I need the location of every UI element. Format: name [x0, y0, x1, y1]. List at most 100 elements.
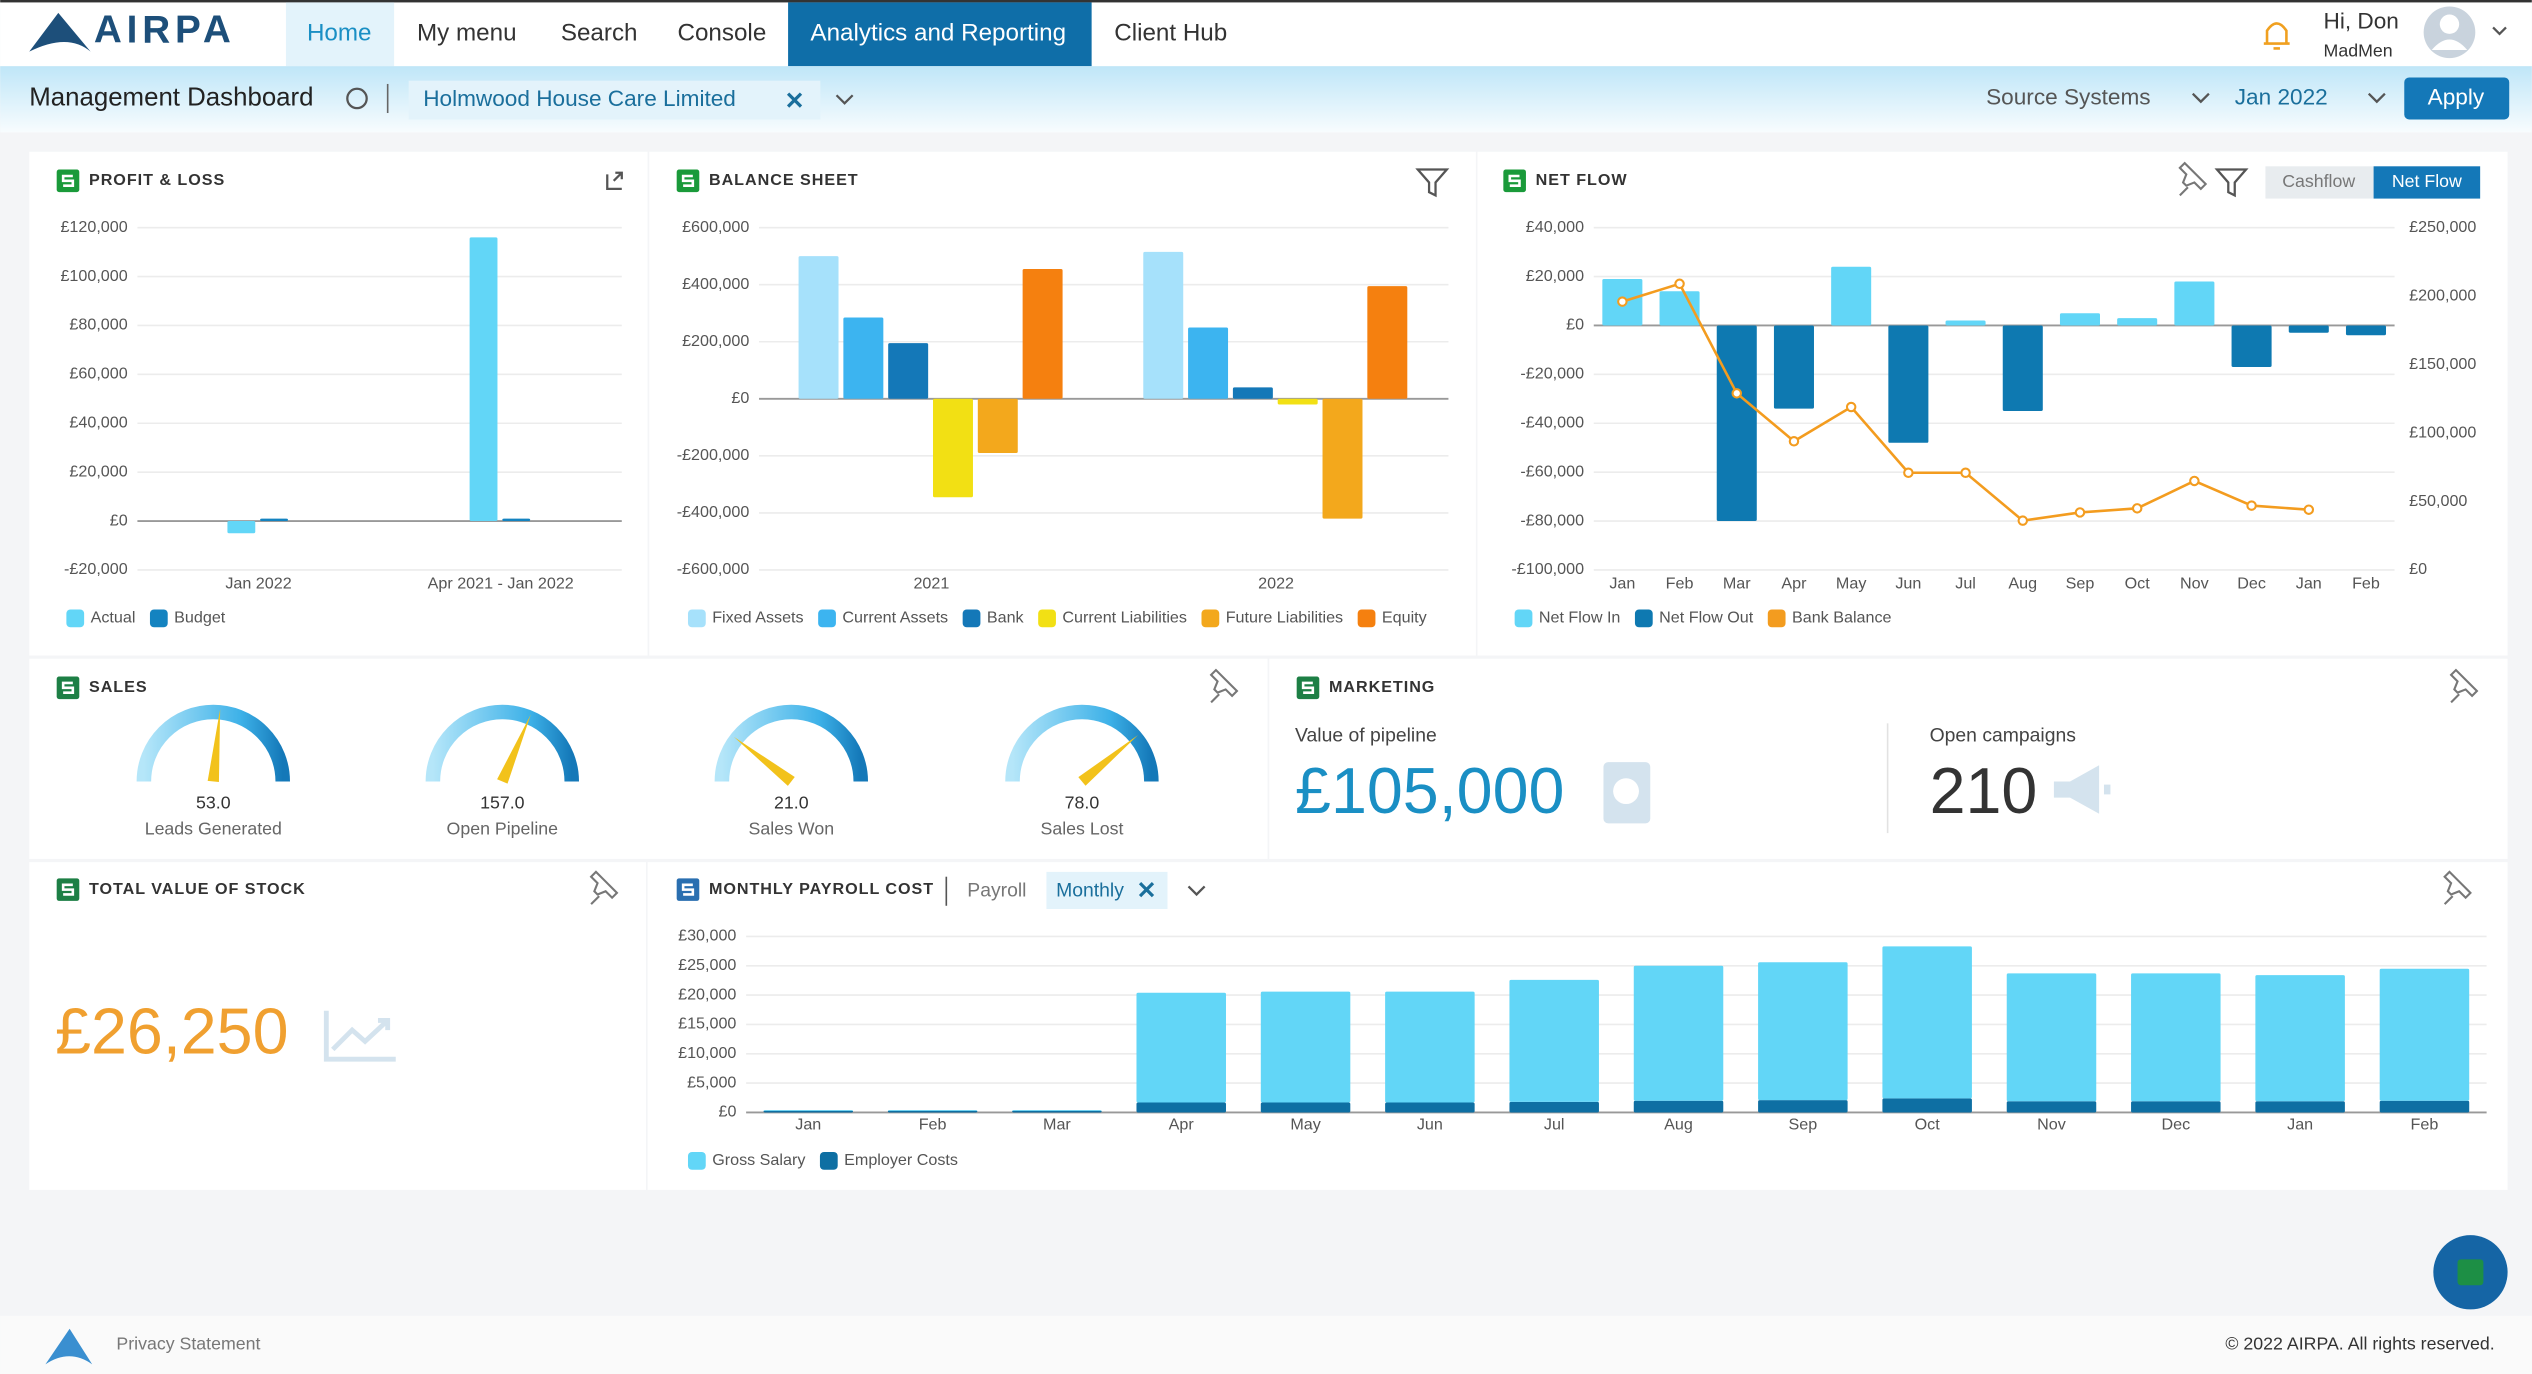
bar — [469, 237, 498, 522]
bar — [798, 256, 839, 399]
bar — [2345, 325, 2387, 336]
bar — [1136, 1102, 1226, 1113]
privacy-link[interactable]: Privacy Statement — [116, 1334, 260, 1354]
legend-swatch — [818, 609, 836, 628]
bar — [1188, 327, 1229, 399]
company: MadMen — [2324, 40, 2393, 60]
nav-bar — [0, 0, 2532, 67]
top-border — [0, 0, 2532, 3]
y-tick-label: £0 — [110, 511, 128, 529]
nav-item[interactable]: Client Hub — [1114, 19, 1227, 46]
panel-icon-glyph — [681, 174, 695, 187]
x-tick-label: Dec — [2161, 1116, 2190, 1134]
chevron[interactable] — [2191, 92, 2210, 104]
x-tick-label: Oct — [1915, 1116, 1941, 1134]
bar — [977, 398, 1018, 453]
y-tick-label: -£100,000 — [1511, 560, 1584, 578]
bar — [932, 398, 973, 498]
toggle[interactable] — [2265, 166, 2374, 199]
x-tick-label: Sep — [2066, 575, 2095, 593]
legend-swatch — [66, 609, 85, 628]
legend-label: Current Liabilities — [1062, 609, 1187, 627]
help-icon[interactable] — [346, 87, 368, 110]
y-tick-label: -£80,000 — [1520, 511, 1584, 529]
avatar-body — [2431, 39, 2468, 51]
legend-label: Equity — [1382, 609, 1428, 627]
legend-label: Fixed Assets — [712, 609, 803, 627]
pin-icon[interactable] — [2449, 668, 2479, 704]
page-title: Management Dashboard — [29, 83, 313, 111]
bar — [1136, 992, 1226, 1103]
y-tick-label: £40,000 — [1526, 218, 1584, 236]
copyright: © 2022 AIRPA. All rights reserved. — [2225, 1334, 2494, 1354]
gauge-arc — [136, 704, 290, 782]
y-tick-label: £100,000 — [60, 267, 127, 285]
line-point — [2189, 475, 2200, 487]
nav-item[interactable]: My menu — [417, 19, 517, 46]
line-point — [1903, 467, 1914, 478]
bar — [1509, 1101, 1599, 1113]
period-select[interactable]: Jan 2022 — [2235, 84, 2328, 109]
panel-title: NET FLOW — [1536, 171, 1628, 189]
pin-icon[interactable] — [1209, 668, 1239, 704]
chevron[interactable] — [835, 94, 854, 105]
y2-tick-label: £250,000 — [2409, 218, 2476, 236]
x-tick-label: Jun — [1417, 1116, 1443, 1134]
nav-item[interactable]: Search — [561, 19, 638, 46]
y-tick-label: £600,000 — [682, 218, 749, 236]
legend-swatch — [1767, 609, 1786, 628]
pin-icon[interactable] — [2178, 161, 2208, 197]
apply-button[interactable] — [2404, 77, 2510, 120]
remove-icon[interactable] — [786, 92, 803, 108]
bell-icon[interactable] — [2263, 22, 2290, 50]
footer-logo — [45, 1328, 93, 1365]
nav-selected-bg — [285, 2, 395, 67]
y-tick-label: £400,000 — [682, 275, 749, 293]
bar — [1831, 266, 1872, 326]
x-tick-label: May — [1836, 575, 1867, 593]
y-tick-label: £0 — [1566, 316, 1584, 334]
filter-icon[interactable] — [1415, 168, 1450, 198]
nav-item[interactable]: Console — [677, 19, 766, 46]
source-select[interactable]: Source Systems — [1986, 84, 2150, 109]
y-tick-label: £20,000 — [678, 985, 736, 1003]
bar — [1260, 991, 1351, 1103]
y-tick-label: -£60,000 — [1520, 462, 1584, 480]
chevron[interactable] — [1187, 885, 1206, 897]
bar — [1367, 286, 1408, 399]
bar — [2006, 1101, 2097, 1113]
y-tick-label: -£200,000 — [677, 446, 750, 464]
client-chip[interactable] — [408, 80, 821, 120]
nav-item[interactable]: Analytics and Reporting — [810, 19, 1066, 46]
pin-icon[interactable] — [589, 870, 619, 905]
document-icon-detail — [1613, 778, 1639, 805]
bar — [2131, 1101, 2221, 1113]
legend-swatch — [819, 1151, 838, 1170]
line-point — [2017, 515, 2029, 526]
chevron[interactable] — [2367, 92, 2386, 104]
megaphone-icon — [2053, 765, 2111, 814]
chevron[interactable] — [2492, 26, 2507, 36]
remove-icon[interactable] — [1138, 882, 1155, 898]
bar — [1143, 251, 1184, 399]
x-tick-label: Jul — [1544, 1116, 1565, 1134]
x-tick-label: Jul — [1955, 575, 1976, 593]
x-tick-label: Mar — [1043, 1116, 1071, 1134]
open-icon[interactable] — [606, 171, 623, 191]
gauge-arc — [425, 704, 579, 782]
bar — [2131, 973, 2221, 1102]
x-tick-label: Apr 2021 - Jan 2022 — [428, 575, 574, 593]
pin-icon[interactable] — [2443, 870, 2472, 905]
x-tick-label: Jan 2022 — [225, 575, 291, 593]
toggle-active[interactable] — [2373, 166, 2481, 199]
gauge-label: Leads Generated — [145, 819, 282, 839]
bar — [1012, 1110, 1102, 1111]
filter-icon[interactable] — [2214, 168, 2249, 198]
bar — [1232, 387, 1273, 399]
bar — [502, 518, 531, 522]
nav-item[interactable]: Home — [307, 19, 372, 46]
x-tick-label: Nov — [2037, 1116, 2066, 1134]
bar — [2255, 975, 2345, 1102]
y-tick-label: £30,000 — [678, 927, 736, 945]
legend-label: Net Flow Out — [1659, 609, 1754, 627]
